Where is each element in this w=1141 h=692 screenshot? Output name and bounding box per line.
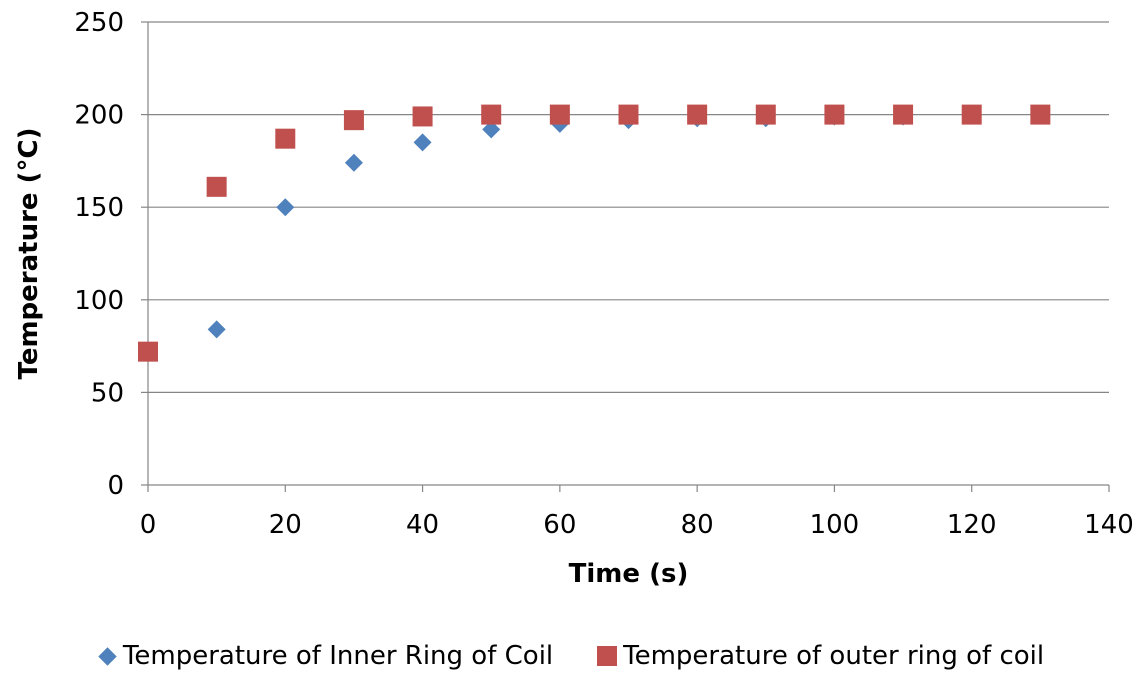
data-point-square bbox=[138, 341, 158, 362]
y-tick-label: 0 bbox=[107, 471, 124, 501]
y-tick-label: 100 bbox=[74, 286, 124, 316]
square-marker-icon bbox=[597, 646, 618, 666]
legend-item-outer-ring: Temperature of outer ring of coil bbox=[597, 641, 1044, 671]
x-tick-label: 0 bbox=[140, 510, 157, 540]
tick-labels: 0 50 100 150 200 250 0 20 40 60 80 100 120 140 bbox=[74, 8, 1133, 540]
data-point-diamond bbox=[276, 198, 295, 217]
data-point-square bbox=[961, 104, 982, 125]
x-tick-label: 80 bbox=[681, 510, 714, 540]
data-point-square bbox=[481, 104, 502, 125]
data-point-square bbox=[549, 104, 570, 125]
legend-label: Temperature of outer ring of coil bbox=[623, 641, 1045, 671]
data-point-square bbox=[1030, 104, 1051, 125]
legend-label: Temperature of Inner Ring of Coil bbox=[122, 641, 554, 671]
data-point-diamond bbox=[482, 120, 501, 139]
data-point-diamond bbox=[344, 153, 363, 172]
x-tick-label: 40 bbox=[406, 510, 439, 540]
axes bbox=[141, 21, 1110, 492]
data-point-square bbox=[618, 104, 639, 125]
series-outer-ring bbox=[138, 104, 1051, 362]
data-point-diamond bbox=[207, 320, 226, 339]
data-series bbox=[138, 104, 1051, 362]
diamond-marker-icon bbox=[98, 646, 117, 666]
y-tick-label: 250 bbox=[74, 8, 124, 38]
x-tick-label: 120 bbox=[947, 510, 997, 540]
scatter-chart: 0 50 100 150 200 250 0 20 40 60 80 100 120 140 Time (… bbox=[14, 8, 1134, 589]
data-point-square bbox=[687, 104, 708, 125]
data-point-square bbox=[755, 104, 776, 125]
y-tick-label: 150 bbox=[74, 193, 124, 223]
y-axis-title: Temperature (°C) bbox=[14, 128, 44, 380]
grid-lines bbox=[148, 21, 1109, 393]
data-point-square bbox=[824, 104, 845, 125]
legend-item-inner-ring: Temperature of Inner Ring of Coil bbox=[97, 641, 553, 671]
y-tick-label: 50 bbox=[91, 378, 124, 408]
data-point-square bbox=[412, 106, 433, 127]
data-point-square bbox=[343, 110, 364, 131]
legend: Temperature of Inner Ring of Coil Temper… bbox=[0, 631, 1141, 681]
x-tick-label: 60 bbox=[543, 510, 576, 540]
x-axis-title: Time (s) bbox=[569, 559, 689, 589]
data-point-square bbox=[206, 176, 227, 197]
data-point-square bbox=[275, 128, 296, 149]
y-tick-label: 200 bbox=[74, 101, 124, 131]
x-tick-label: 100 bbox=[810, 510, 860, 540]
data-point-square bbox=[893, 104, 914, 125]
x-tick-label: 140 bbox=[1084, 510, 1134, 540]
x-tick-label: 20 bbox=[269, 510, 302, 540]
data-point-diamond bbox=[413, 133, 432, 152]
